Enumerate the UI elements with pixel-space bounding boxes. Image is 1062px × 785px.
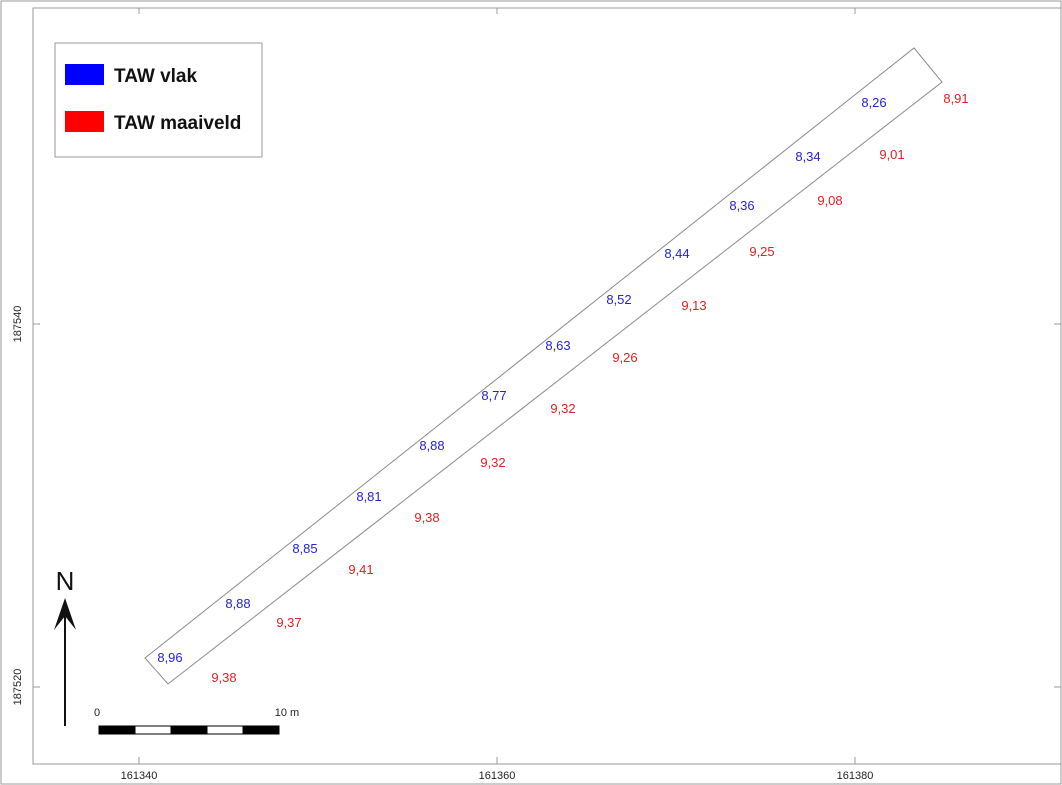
vlak-label: 8,85 bbox=[292, 541, 317, 556]
x-tick-label: 161380 bbox=[837, 770, 874, 782]
map-border bbox=[32, 7, 1062, 765]
maaiveld-label: 9,32 bbox=[550, 401, 575, 416]
legend-swatch-vlak bbox=[65, 64, 104, 85]
maaiveld-label: 9,37 bbox=[276, 615, 301, 630]
maaiveld-label: 9,32 bbox=[480, 455, 505, 470]
scalebar-start-label: 0 bbox=[94, 707, 100, 719]
x-tick-label: 161340 bbox=[121, 770, 158, 782]
vlak-label: 8,26 bbox=[861, 95, 886, 110]
trench-outline bbox=[144, 47, 943, 685]
vlak-label: 8,52 bbox=[606, 292, 631, 307]
vlak-label: 8,63 bbox=[545, 338, 570, 353]
vlak-label: 8,44 bbox=[664, 246, 689, 261]
north-arrow: N bbox=[54, 566, 76, 726]
vlak-label: 8,96 bbox=[157, 650, 182, 665]
legend: TAW vlak TAW maaiveld bbox=[54, 42, 263, 158]
vlak-labels: 8,96 8,88 8,85 8,81 8,88 8,77 8,63 8,52 … bbox=[157, 95, 886, 665]
x-tick-label: 161360 bbox=[479, 770, 516, 782]
vlak-label: 8,36 bbox=[729, 198, 754, 213]
legend-swatch-maaiveld bbox=[65, 111, 104, 132]
legend-label-vlak: TAW vlak bbox=[114, 66, 197, 87]
north-arrow-head-icon bbox=[54, 598, 76, 630]
legend-box bbox=[54, 42, 263, 158]
maaiveld-label: 9,41 bbox=[348, 562, 373, 577]
coordinate-ticks bbox=[33, 8, 1061, 764]
vlak-label: 8,88 bbox=[419, 438, 444, 453]
vlak-label: 8,34 bbox=[795, 149, 820, 164]
maaiveld-labels: 9,38 9,37 9,41 9,38 9,32 9,32 9,26 9,13 … bbox=[211, 91, 968, 685]
maaiveld-label: 8,91 bbox=[943, 91, 968, 106]
scalebar-end-label: 10 m bbox=[275, 707, 299, 719]
north-label: N bbox=[56, 566, 75, 596]
maaiveld-label: 9,08 bbox=[817, 193, 842, 208]
maaiveld-label: 9,13 bbox=[681, 298, 706, 313]
scale-bar: 0 10 m bbox=[94, 707, 299, 735]
maaiveld-label: 9,25 bbox=[749, 244, 774, 259]
legend-label-maaiveld: TAW maaiveld bbox=[114, 113, 241, 134]
vlak-label: 8,88 bbox=[225, 596, 250, 611]
vlak-label: 8,81 bbox=[356, 489, 381, 504]
y-tick-label: 187540 bbox=[12, 306, 24, 343]
maaiveld-label: 9,01 bbox=[879, 147, 904, 162]
y-tick-label: 187520 bbox=[12, 669, 24, 706]
maaiveld-label: 9,38 bbox=[414, 510, 439, 525]
vlak-label: 8,77 bbox=[481, 388, 506, 403]
maaiveld-label: 9,26 bbox=[612, 350, 637, 365]
maaiveld-label: 9,38 bbox=[211, 670, 236, 685]
